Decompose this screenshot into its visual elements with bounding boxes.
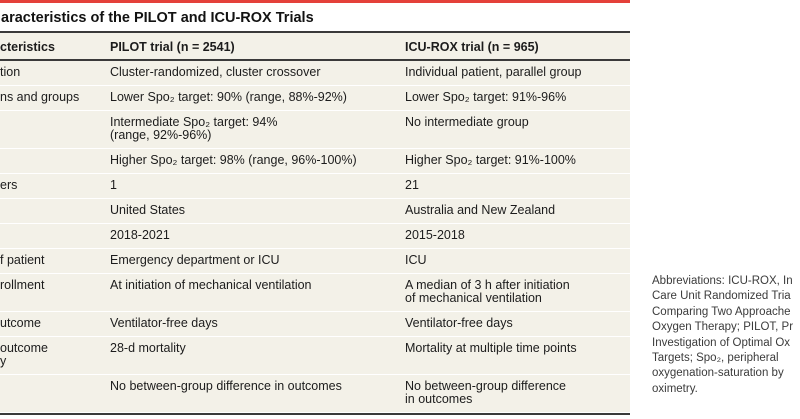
row-label: utcome xyxy=(0,316,41,330)
icurox-value: A median of 3 h after initiation of mech… xyxy=(405,278,570,305)
header-icurox-trial: ICU-ROX trial (n = 965) xyxy=(405,39,539,54)
table-row: Intermediate Spo₂ target: 94% (range, 92… xyxy=(0,110,630,149)
table-row: outcome y 28-d mortality Mortality at mu… xyxy=(0,336,630,375)
pilot-value: Cluster-randomized, cluster crossover xyxy=(110,65,321,79)
table-header-row: cteristics PILOT trial (n = 2541) ICU-RO… xyxy=(0,33,630,61)
title-divider-rule xyxy=(0,31,630,33)
icurox-value: No between-group difference in outcomes xyxy=(405,379,566,406)
table-row: No between-group difference in outcomes … xyxy=(0,374,630,413)
abbreviations-note: Abbreviations: ICU-ROX, In Care Unit Ran… xyxy=(652,274,800,397)
table-row: ns and groups Lower Spo₂ target: 90% (ra… xyxy=(0,85,630,111)
table-bottom-rule xyxy=(0,412,630,415)
icurox-value: 2015-2018 xyxy=(405,228,465,242)
abbreviations-note-line: oxygenation-saturation by xyxy=(652,367,784,380)
table-row: ers 1 21 xyxy=(0,173,630,199)
abbreviations-note-line: Abbreviations: ICU-ROX, In xyxy=(652,275,793,287)
abbreviations-note-line: Comparing Two Approache xyxy=(652,305,791,318)
header-pilot-trial: PILOT trial (n = 2541) xyxy=(110,39,235,54)
pilot-value: 1 xyxy=(110,178,117,192)
icurox-value: Individual patient, parallel group xyxy=(405,65,582,79)
table-row: rollment At initiation of mechanical ven… xyxy=(0,273,630,312)
accent-top-rule xyxy=(0,0,630,3)
abbreviations-note-line: Care Unit Randomized Tria xyxy=(652,290,791,303)
pilot-value: At initiation of mechanical ventilation xyxy=(110,278,312,292)
pilot-value: 28-d mortality xyxy=(110,341,186,355)
icurox-value: No intermediate group xyxy=(405,115,529,129)
header-characteristics: cteristics xyxy=(0,39,55,54)
pilot-value: Lower Spo₂ target: 90% (range, 88%-92%) xyxy=(110,90,347,104)
table-row: f patient Emergency department or ICU IC… xyxy=(0,248,630,274)
abbreviations-note-line: Investigation of Optimal Ox xyxy=(652,336,791,349)
table-row: tion Cluster-randomized, cluster crossov… xyxy=(0,60,630,86)
pilot-value: United States xyxy=(110,203,186,217)
row-label xyxy=(0,111,110,122)
abbreviations-note-line: oximetry. xyxy=(652,382,698,395)
comparison-table: cteristics PILOT trial (n = 2541) ICU-RO… xyxy=(0,33,630,415)
abbreviations-note-line: Oxygen Therapy; PILOT, Pr xyxy=(652,321,794,334)
pilot-value: Higher Spo₂ target: 98% (range, 96%-100%… xyxy=(110,153,357,167)
row-label xyxy=(0,199,110,210)
icurox-value: Mortality at multiple time points xyxy=(405,341,577,355)
pilot-value: Emergency department or ICU xyxy=(110,253,280,267)
row-label: ers xyxy=(0,178,18,192)
row-label xyxy=(0,149,110,160)
pilot-value: Ventilator-free days xyxy=(110,316,218,330)
row-label: tion xyxy=(0,65,21,79)
table-row: Higher Spo₂ target: 98% (range, 96%-100%… xyxy=(0,148,630,174)
icurox-value: Higher Spo₂ target: 91%-100% xyxy=(405,153,576,167)
row-label: rollment xyxy=(0,278,45,292)
table-title: aracteristics of the PILOT and ICU-ROX T… xyxy=(1,10,314,26)
icurox-value: Australia and New Zealand xyxy=(405,203,556,217)
row-label: outcome y xyxy=(0,341,48,368)
table-row: utcome Ventilator-free days Ventilator-f… xyxy=(0,311,630,337)
icurox-value: 21 xyxy=(405,178,419,192)
icurox-value: Lower Spo₂ target: 91%-96% xyxy=(405,90,567,104)
pilot-value: Intermediate Spo₂ target: 94% (range, 92… xyxy=(110,115,278,142)
abbreviations-note-line: Targets; Spo₂, peripheral xyxy=(652,352,779,365)
row-label: ns and groups xyxy=(0,90,80,104)
table-row: 2018-2021 2015-2018 xyxy=(0,223,630,249)
row-label xyxy=(0,224,110,235)
row-label: f patient xyxy=(0,253,45,267)
pilot-value: 2018-2021 xyxy=(110,228,170,242)
icurox-value: Ventilator-free days xyxy=(405,316,513,330)
row-label xyxy=(0,375,110,386)
table-body: tion Cluster-randomized, cluster crossov… xyxy=(0,60,630,413)
table-row: United States Australia and New Zealand xyxy=(0,198,630,224)
icurox-value: ICU xyxy=(405,253,427,267)
pilot-value: No between-group difference in outcomes xyxy=(110,379,342,393)
